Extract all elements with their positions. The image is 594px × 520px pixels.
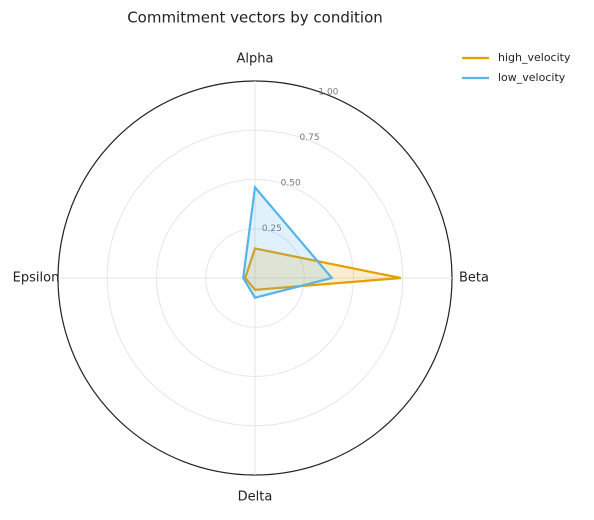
r-tick-label: 0.50: [281, 178, 301, 188]
chart-title: Commitment vectors by condition: [127, 9, 383, 27]
axis-label: Delta: [238, 490, 273, 505]
axis-label: Beta: [459, 271, 489, 286]
r-tick-label: 0.25: [262, 224, 282, 234]
series-line: [243, 247, 401, 291]
axis-label: Epsilon: [13, 271, 60, 286]
series-line: [242, 184, 334, 299]
legend-label: low_velocity: [498, 71, 566, 84]
series-area: [243, 187, 332, 298]
axis-label: Alpha: [237, 52, 274, 67]
r-tick-label: 1.00: [318, 87, 338, 97]
r-tick-label: 0.75: [300, 133, 320, 143]
legend-label: high_velocity: [498, 51, 571, 64]
